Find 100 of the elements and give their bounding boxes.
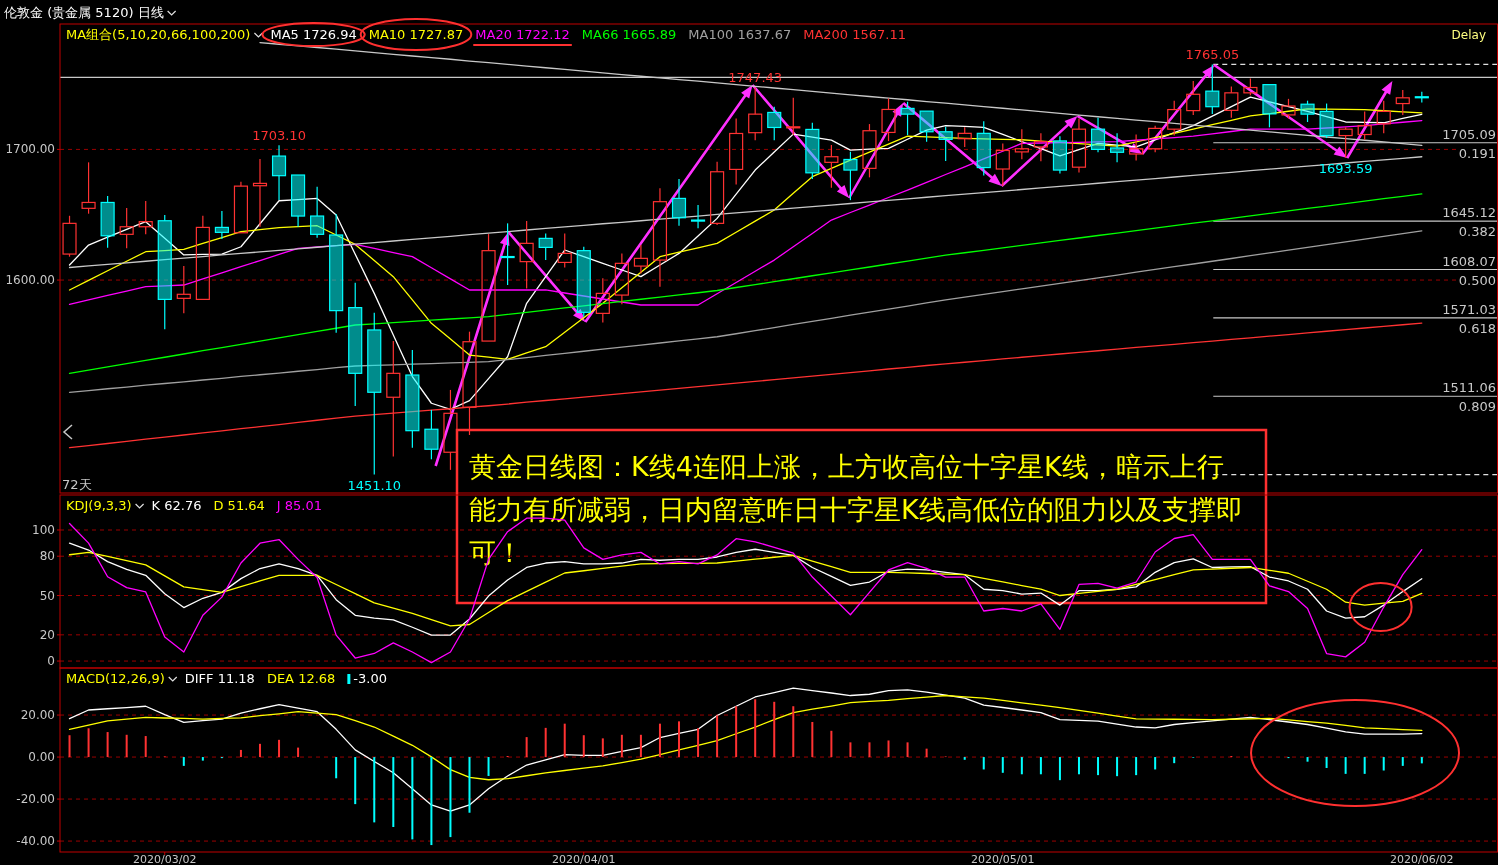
bar (1344, 757, 1347, 774)
candlestick (329, 213, 344, 334)
candlestick (690, 204, 706, 229)
annotation: 1765.05 (1185, 47, 1240, 63)
y-tick-label: 1600.00 (5, 273, 55, 288)
y-tick-label: -20.00 (16, 792, 55, 807)
bar (716, 715, 719, 758)
y-tick-label: 100 (32, 522, 55, 537)
bar (354, 757, 357, 805)
y-tick-label: 20 (39, 627, 55, 642)
bar (125, 734, 128, 758)
chart-title: 伦敦金 (贵金属 5120) 日线 (4, 5, 164, 20)
candlestick (214, 210, 229, 240)
bar (1058, 757, 1061, 781)
legend: MA组合(5,10,20,66,100,200) MA5 1726.94 MA10 1727.87 MA20 1722.12 MA66 1665.89 MA100 1637.67 MA200 1567.11 (66, 27, 906, 42)
bar (906, 742, 909, 758)
candlestick (1033, 132, 1048, 162)
bar (544, 727, 547, 758)
candlestick (1338, 126, 1353, 159)
bar (373, 757, 376, 823)
candlestick (310, 186, 325, 239)
annotation: 0.500 (1458, 272, 1496, 288)
x-tick-label: 2020/06/02 (1390, 853, 1454, 865)
candlestick (1110, 132, 1125, 163)
line-series (68, 694, 1423, 781)
y-tick-label: 50 (39, 588, 55, 603)
legend: KDJ(9,3,3) K 62.76 D 51.64 J 85.01 (66, 498, 322, 513)
legend-title: KDJ(9,3,3) (66, 498, 132, 513)
candlestick (614, 252, 629, 305)
line-series (68, 193, 1423, 374)
legend-label: -3.00 (353, 671, 387, 686)
bar (563, 723, 566, 758)
bar (525, 737, 528, 758)
bar (639, 734, 642, 758)
y-tick-label: 20.00 (20, 708, 55, 723)
ref-line-label: 1511.06 (1442, 380, 1496, 396)
x-tick-label: 2020/04/01 (552, 853, 616, 865)
candlestick (633, 244, 648, 274)
line-series (68, 156, 1423, 269)
bar (1382, 757, 1385, 771)
bar (87, 728, 90, 758)
bar (1420, 757, 1423, 764)
candlestick (519, 220, 534, 290)
bar (1325, 757, 1328, 768)
line-series (68, 542, 1423, 636)
bar (925, 748, 928, 758)
candlestick (1071, 117, 1087, 174)
bar (1020, 757, 1023, 775)
ref-line-label: 1645.12 (1442, 205, 1496, 221)
bar (1401, 757, 1404, 766)
bar (620, 734, 623, 758)
annotation: 0.191 (1458, 145, 1496, 161)
legend-title: MA组合(5,10,20,66,100,200) (66, 27, 251, 42)
bar (601, 738, 604, 758)
bar (754, 699, 757, 758)
annotation: 72天 (62, 477, 92, 492)
annotation: 0.618 (1458, 320, 1496, 336)
bar (182, 757, 185, 766)
candlestick (500, 222, 515, 286)
bar (487, 757, 490, 776)
y-tick-label: 0 (47, 654, 55, 669)
bar (830, 730, 833, 758)
bar (792, 706, 795, 758)
bar (1173, 757, 1176, 764)
bar (239, 749, 242, 758)
bar (297, 747, 300, 758)
x-tick-label: 2020/03/02 (133, 853, 197, 865)
bar (1077, 757, 1080, 775)
bar (773, 701, 776, 758)
x-tick-label: 2020/05/01 (971, 853, 1035, 865)
bar (1116, 757, 1119, 777)
y-tick-label: 1700.00 (5, 142, 55, 157)
bar (335, 757, 338, 779)
bar (735, 706, 738, 758)
bar (258, 743, 261, 758)
bar (658, 723, 661, 758)
line-series (68, 687, 1423, 812)
candlestick (671, 178, 687, 227)
bar (1097, 757, 1100, 776)
bar (849, 742, 852, 758)
bar (106, 732, 109, 758)
bar (1363, 757, 1366, 774)
candlestick (348, 282, 363, 407)
candlestick (1052, 135, 1068, 175)
annotation: 0.382 (1458, 224, 1496, 240)
annotation: 0.809 (1458, 399, 1496, 415)
candlestick (1090, 117, 1106, 153)
bar (811, 721, 814, 758)
candlestick (1129, 133, 1144, 161)
bar (468, 757, 471, 813)
bar (278, 739, 281, 758)
bar (144, 736, 147, 758)
bar (68, 735, 71, 758)
candlestick (652, 187, 668, 288)
bar (392, 757, 395, 827)
text: DEA 12.68 (266, 671, 336, 686)
bar (1154, 757, 1157, 770)
legend-title: MACD(12,26,9) (66, 671, 165, 686)
bar (582, 735, 585, 758)
annotation: 1693.59 (1318, 160, 1373, 176)
